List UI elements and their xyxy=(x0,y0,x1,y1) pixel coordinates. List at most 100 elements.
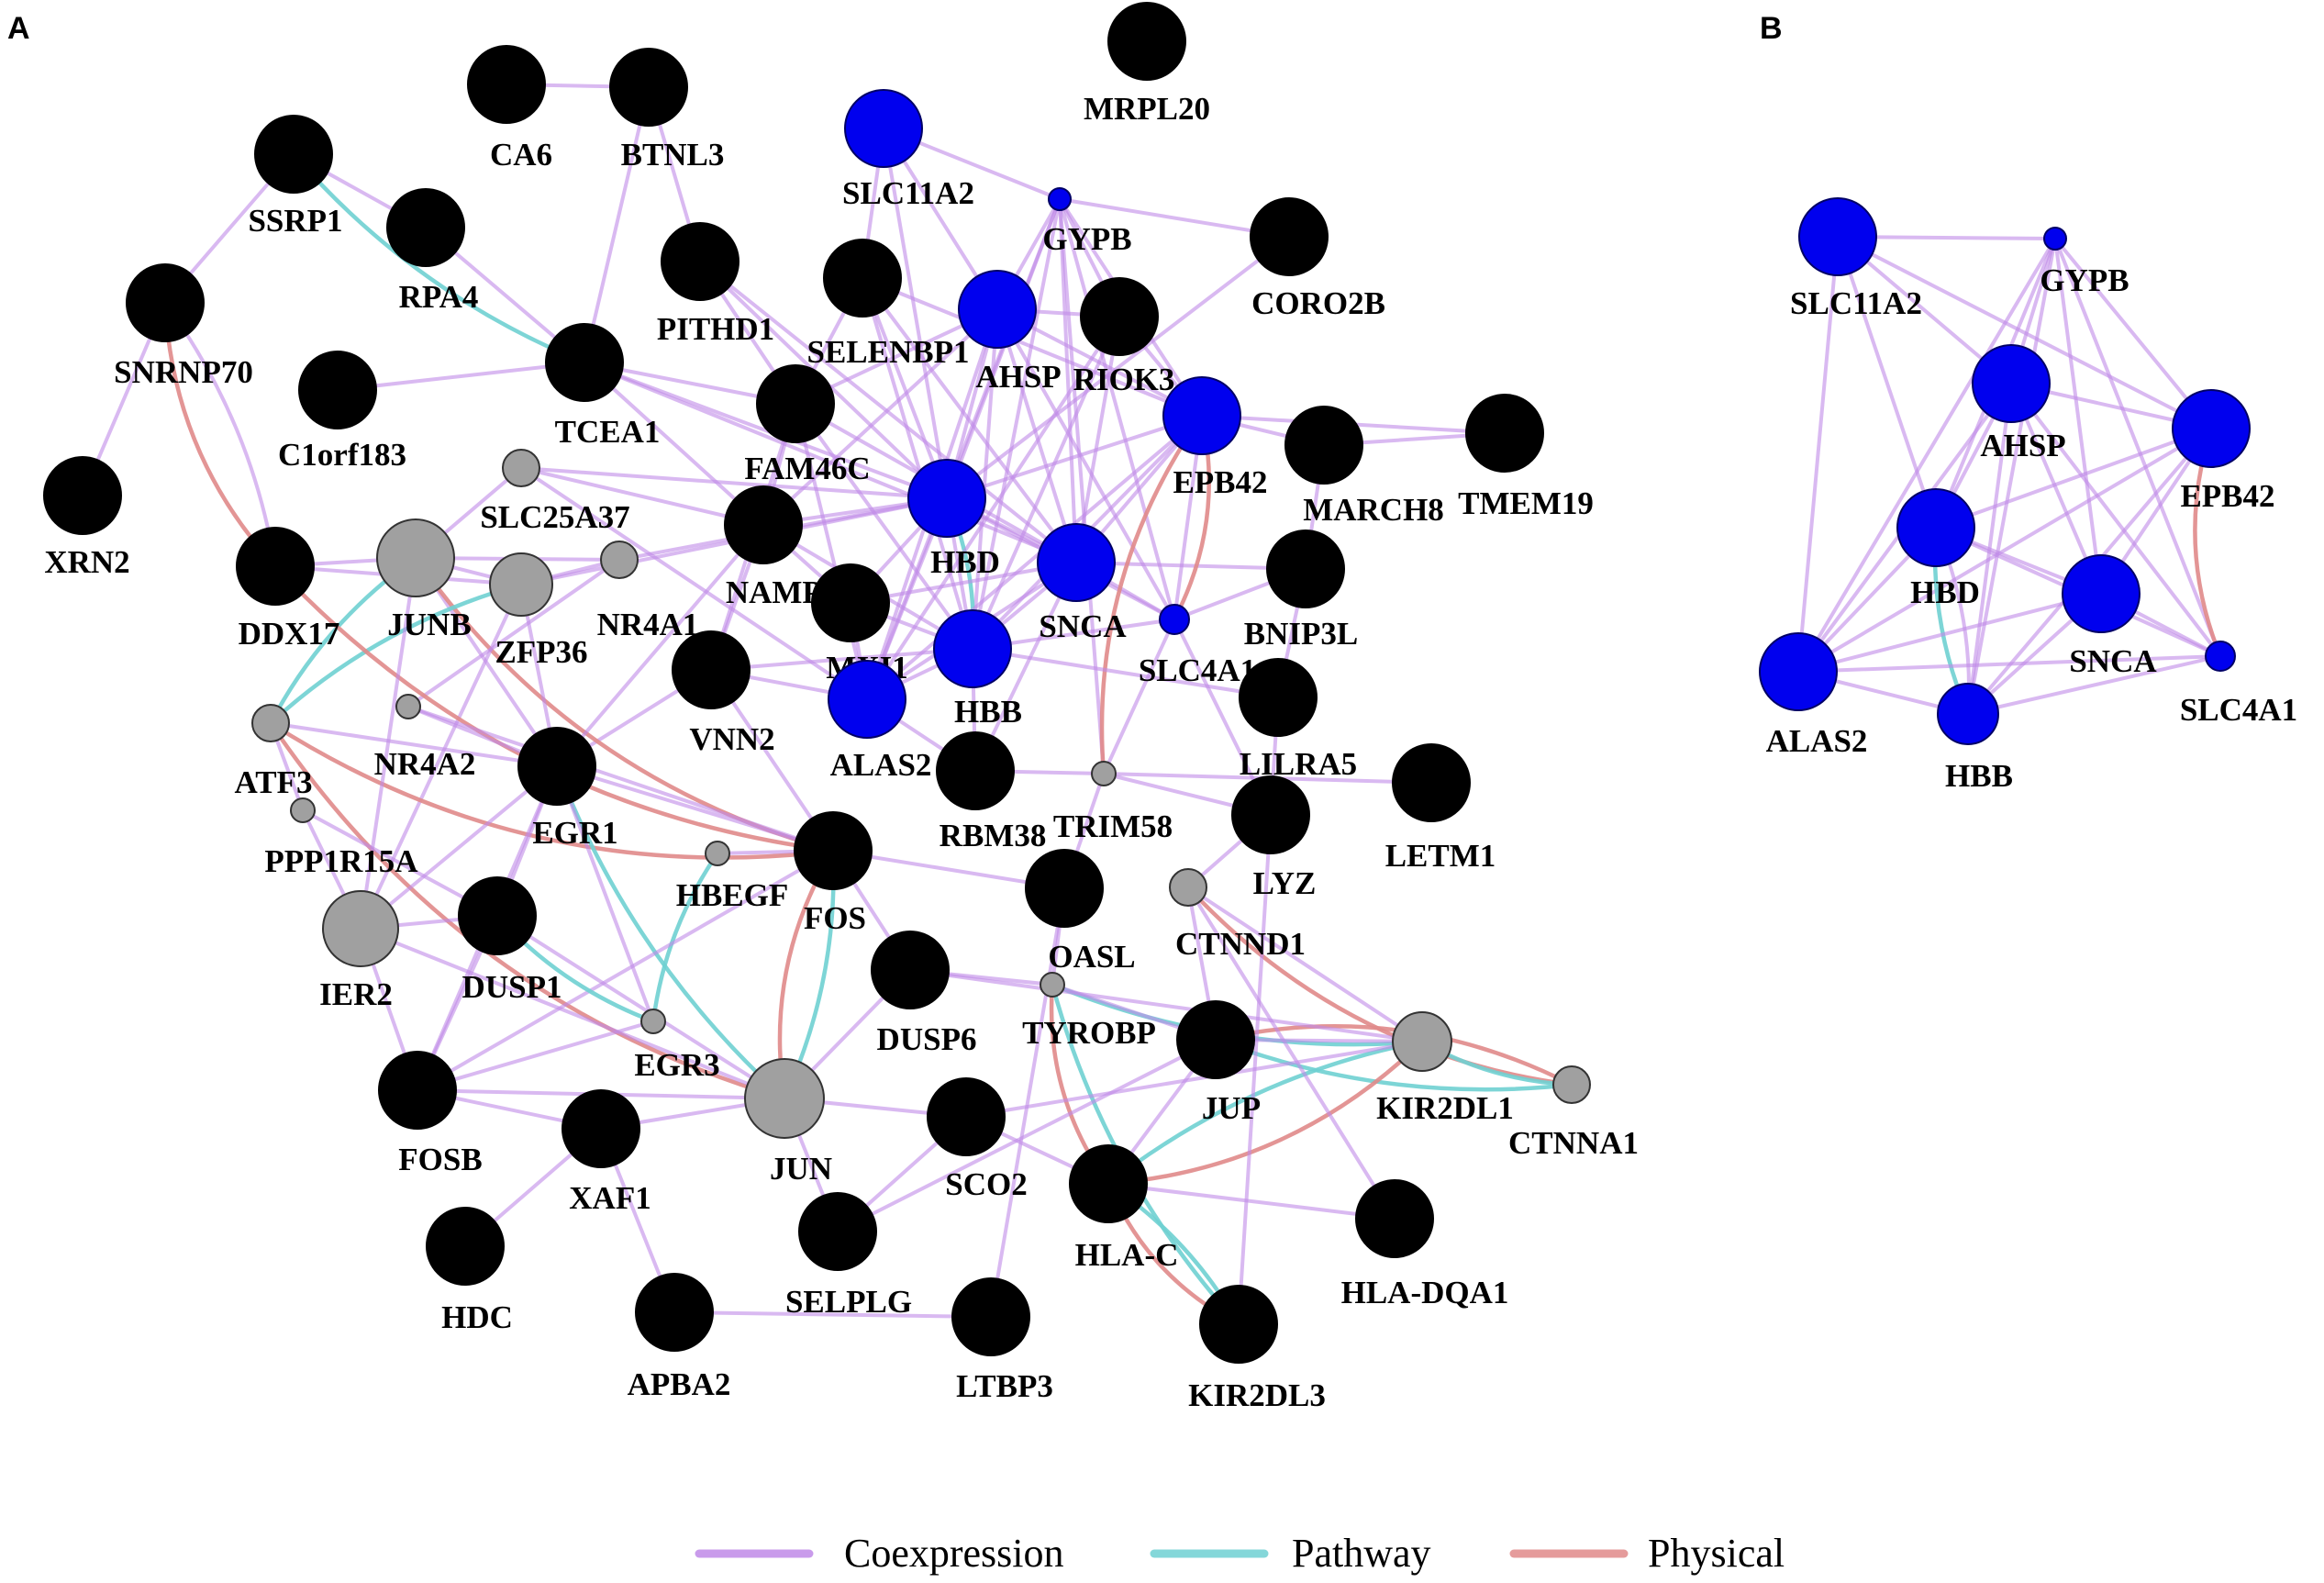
network-b-node-slc11a2[interactable]: SLC11A2 xyxy=(1790,197,1922,321)
network-a-node-circle[interactable] xyxy=(1465,394,1544,473)
network-a-node-circle[interactable] xyxy=(1080,277,1159,356)
network-a-node-circle[interactable] xyxy=(1392,743,1471,822)
network-a-node-xrn2[interactable]: XRN2 xyxy=(43,456,130,580)
network-a-node-ahsp[interactable]: AHSP xyxy=(958,270,1062,395)
network-a-node-lyz[interactable]: LYZ xyxy=(1231,775,1316,901)
network-a-node-gypb[interactable]: GYPB xyxy=(1042,187,1132,257)
network-a-node-circle[interactable] xyxy=(951,1277,1030,1356)
network-a-node-circle[interactable] xyxy=(395,694,421,719)
network-a-node-circle[interactable] xyxy=(254,115,333,194)
network-a-node-nr4a2[interactable]: NR4A2 xyxy=(374,694,476,782)
network-a-node-circle[interactable] xyxy=(1250,197,1329,276)
network-a-node-circle[interactable] xyxy=(927,1077,1006,1156)
network-a-node-circle[interactable] xyxy=(600,541,639,579)
network-b-node-circle[interactable] xyxy=(1759,632,1838,711)
network-a-node-circle[interactable] xyxy=(1266,530,1345,608)
network-a-node-btnl3[interactable]: BTNL3 xyxy=(609,48,724,173)
network-a-node-hbb[interactable]: HBB xyxy=(933,609,1022,730)
network-a-node-circle[interactable] xyxy=(705,841,730,866)
network-a-node-circle[interactable] xyxy=(517,727,596,806)
network-a-node-kir2dl3[interactable]: KIR2DL3 xyxy=(1188,1285,1326,1413)
network-b-node-epb42[interactable]: EPB42 xyxy=(2172,389,2275,514)
network-a-node-circle[interactable] xyxy=(126,263,205,342)
network-a-node-circle[interactable] xyxy=(1037,523,1116,602)
network-a-node-march8[interactable]: MARCH8 xyxy=(1284,406,1444,528)
network-a-node-circle[interactable] xyxy=(1040,972,1065,998)
network-a-node-hbegf[interactable]: HBEGF xyxy=(676,841,789,913)
network-a-node-apba2[interactable]: APBA2 xyxy=(628,1273,731,1402)
network-a-node-circle[interactable] xyxy=(844,89,923,168)
network-a-node-bnip3l[interactable]: BNIP3L xyxy=(1244,530,1358,652)
network-a-node-circle[interactable] xyxy=(724,485,803,564)
network-a-node-dusp1[interactable]: DUSP1 xyxy=(458,876,562,1005)
network-a-node-ctnna1[interactable]: CTNNA1 xyxy=(1508,1065,1639,1161)
network-a-node-circle[interactable] xyxy=(661,222,739,301)
network-b-node-circle[interactable] xyxy=(1896,488,1975,567)
network-a-node-circle[interactable] xyxy=(933,609,1012,688)
network-a-node-circle[interactable] xyxy=(672,630,751,709)
network-a-node-lilra5[interactable]: LILRA5 xyxy=(1239,658,1357,782)
network-a-node-ctnnd1[interactable]: CTNND1 xyxy=(1169,868,1306,962)
network-a-node-circle[interactable] xyxy=(545,323,624,402)
network-a-node-circle[interactable] xyxy=(1107,2,1186,81)
network-b-node-circle[interactable] xyxy=(2062,554,2141,633)
network-b-node-circle[interactable] xyxy=(2043,227,2067,251)
network-a-node-circle[interactable] xyxy=(426,1207,505,1286)
network-b-node-snca[interactable]: SNCA xyxy=(2062,554,2157,679)
network-a-node-slc4a1[interactable]: SLC4A1 xyxy=(1139,604,1256,688)
network-a-node-circle[interactable] xyxy=(1392,1011,1452,1072)
network-a-node-egr3[interactable]: EGR3 xyxy=(634,1009,720,1083)
network-b-node-circle[interactable] xyxy=(2172,389,2251,468)
network-a-node-kir2dl1[interactable]: KIR2DL1 xyxy=(1376,1011,1514,1126)
network-a-node-circle[interactable] xyxy=(1069,1144,1148,1223)
network-a-node-hla-c[interactable]: HLA-C xyxy=(1069,1144,1178,1273)
network-a-node-snca[interactable]: SNCA xyxy=(1037,523,1127,644)
network-a-node-circle[interactable] xyxy=(458,876,537,955)
network-a-node-circle[interactable] xyxy=(811,563,890,642)
network-a-node-circle[interactable] xyxy=(236,527,315,606)
network-a-node-circle[interactable] xyxy=(378,1051,457,1130)
network-a-node-circle[interactable] xyxy=(1176,1000,1255,1079)
network-a-node-ssrp1[interactable]: SSRP1 xyxy=(248,115,343,239)
network-a-node-ier2[interactable]: IER2 xyxy=(319,890,399,1012)
network-b-node-circle[interactable] xyxy=(2205,641,2236,672)
network-a-node-circle[interactable] xyxy=(756,364,835,443)
network-b-node-slc4a1[interactable]: SLC4A1 xyxy=(2180,641,2297,728)
network-a-node-fos[interactable]: FOS xyxy=(794,811,873,936)
network-a-node-nr4a1[interactable]: NR4A1 xyxy=(597,541,699,642)
network-a-node-zfp36[interactable]: ZFP36 xyxy=(489,552,588,670)
network-a-node-circle[interactable] xyxy=(823,239,902,318)
network-a-node-hdc[interactable]: HDC xyxy=(426,1207,513,1335)
network-a-node-circle[interactable] xyxy=(1239,658,1318,737)
network-a-node-circle[interactable] xyxy=(386,188,465,267)
network-a-node-circle[interactable] xyxy=(958,270,1037,349)
network-a-node-selplg[interactable]: SELPLG xyxy=(785,1192,912,1320)
network-a-node-circle[interactable] xyxy=(907,459,986,538)
network-a-node-rbm38[interactable]: RBM38 xyxy=(936,731,1046,853)
network-a-node-circle[interactable] xyxy=(640,1009,666,1034)
network-b-node-ahsp[interactable]: AHSP xyxy=(1972,344,2066,463)
network-a-node-trim58[interactable]: TRIM58 xyxy=(1053,761,1173,844)
network-a-node-ppp1r15a[interactable]: PPP1R15A xyxy=(264,797,418,879)
network-a-node-pithd1[interactable]: PITHD1 xyxy=(657,222,774,347)
network-a-node-circle[interactable] xyxy=(1159,604,1190,635)
network-a-node-snrnp70[interactable]: SNRNP70 xyxy=(114,263,253,390)
network-a-node-circle[interactable] xyxy=(1355,1179,1434,1258)
network-a-node-circle[interactable] xyxy=(798,1192,877,1271)
network-b-node-hbd[interactable]: HBD xyxy=(1896,488,1980,610)
network-a-node-circle[interactable] xyxy=(290,797,316,823)
network-b-node-hbb[interactable]: HBB xyxy=(1937,683,2013,794)
network-a-node-alas2[interactable]: ALAS2 xyxy=(828,660,931,783)
network-a-node-circle[interactable] xyxy=(744,1058,825,1139)
network-a-node-circle[interactable] xyxy=(1284,406,1363,485)
network-a-node-sco2[interactable]: SCO2 xyxy=(927,1077,1028,1202)
network-a-node-circle[interactable] xyxy=(871,931,950,1009)
network-a-node-fam46c[interactable]: FAM46C xyxy=(744,364,871,486)
network-a-node-xaf1[interactable]: XAF1 xyxy=(562,1089,651,1216)
network-a-node-slc25a37[interactable]: SLC25A37 xyxy=(480,449,630,535)
network-a-node-riok3[interactable]: RIOK3 xyxy=(1073,277,1175,397)
network-a-node-jun[interactable]: JUN xyxy=(744,1058,832,1187)
network-a-node-fosb[interactable]: FOSB xyxy=(378,1051,483,1177)
network-a-node-circle[interactable] xyxy=(635,1273,714,1352)
network-a-node-jup[interactable]: JUP xyxy=(1176,1000,1261,1126)
